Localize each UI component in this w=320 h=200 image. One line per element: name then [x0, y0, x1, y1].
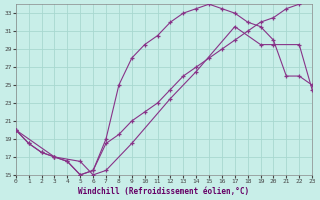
- X-axis label: Windchill (Refroidissement éolien,°C): Windchill (Refroidissement éolien,°C): [78, 187, 250, 196]
